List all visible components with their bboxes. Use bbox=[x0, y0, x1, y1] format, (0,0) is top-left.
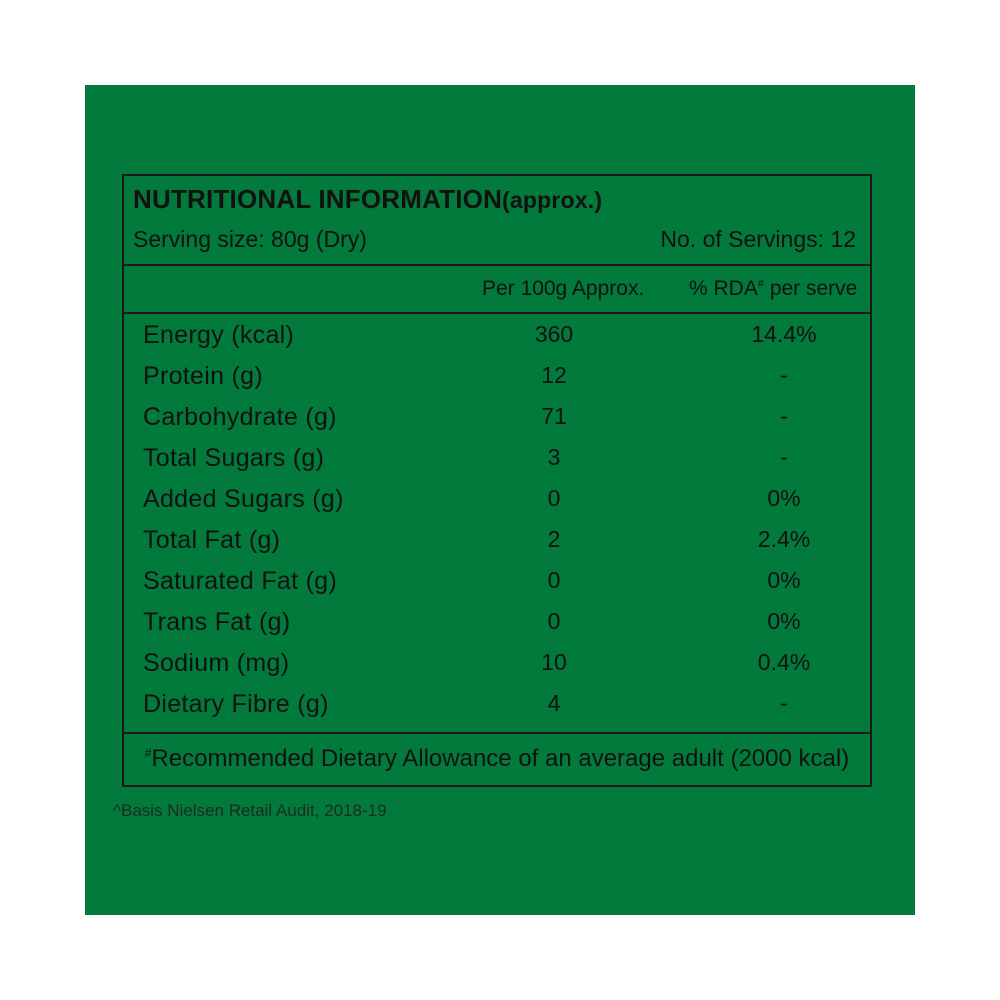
nutrient-name: Protein (g) bbox=[143, 362, 264, 390]
nutrient-row: Total Fat (g) 2 2.4% bbox=[124, 522, 870, 563]
nutrient-row: Added Sugars (g) 0 0% bbox=[124, 481, 870, 522]
table-title: NUTRITIONAL INFORMATION(approx.) bbox=[133, 184, 602, 215]
rda-footnote: #Recommended Dietary Allowance of an ave… bbox=[124, 745, 870, 773]
nutrient-name: Energy (kcal) bbox=[143, 321, 295, 349]
servings-count: No. of Servings: 12 bbox=[660, 226, 856, 252]
nutrient-row: Energy (kcal) 360 14.4% bbox=[124, 317, 870, 358]
nutrient-rda: - bbox=[780, 690, 788, 716]
divider-footnote bbox=[124, 732, 870, 734]
nutrition-table: NUTRITIONAL INFORMATION(approx.) Serving… bbox=[122, 174, 872, 787]
nutrient-rda: 0% bbox=[767, 608, 801, 634]
nutrient-rda: 2.4% bbox=[757, 526, 811, 552]
column-header-per-100g: Per 100g Approx. bbox=[482, 277, 645, 300]
nutrient-row: Protein (g) 12 - bbox=[124, 358, 870, 399]
nutrient-name: Total Sugars (g) bbox=[143, 444, 325, 472]
nutrient-name: Added Sugars (g) bbox=[143, 485, 344, 513]
nutrient-amount: 4 bbox=[547, 690, 561, 716]
nutrient-amount: 10 bbox=[541, 649, 567, 675]
nutrient-name: Saturated Fat (g) bbox=[143, 567, 338, 595]
rda-prefix: % RDA bbox=[689, 277, 758, 300]
nutrient-amount: 0 bbox=[547, 485, 561, 511]
nutrient-name: Sodium (mg) bbox=[143, 649, 290, 677]
divider-header bbox=[124, 264, 870, 266]
nutrient-amount: 0 bbox=[547, 567, 561, 593]
column-header-rda: % RDA# per serve bbox=[689, 277, 857, 301]
footnote-mark: # bbox=[144, 746, 152, 760]
label-panel: NUTRITIONAL INFORMATION(approx.) Serving… bbox=[85, 85, 915, 915]
nutrient-rda: 14.4% bbox=[751, 321, 817, 347]
divider-columns bbox=[124, 312, 870, 314]
nutrient-amount: 12 bbox=[541, 362, 567, 388]
nutrient-name: Total Fat (g) bbox=[143, 526, 281, 554]
nutrient-rda: 0% bbox=[767, 485, 801, 511]
nutrient-rda: - bbox=[780, 444, 788, 470]
nutrient-rda: - bbox=[780, 362, 788, 388]
title-suffix: (approx.) bbox=[502, 187, 603, 213]
nutrient-row: Sodium (mg) 10 0.4% bbox=[124, 645, 870, 686]
nutrient-amount: 3 bbox=[547, 444, 561, 470]
nutrient-row: Saturated Fat (g) 0 0% bbox=[124, 563, 870, 604]
nutrient-name: Trans Fat (g) bbox=[143, 608, 291, 636]
nutrient-amount: 0 bbox=[547, 608, 561, 634]
rda-suffix: per serve bbox=[763, 277, 858, 300]
nutrient-name: Dietary Fibre (g) bbox=[143, 690, 329, 718]
nutrient-amount: 71 bbox=[541, 403, 567, 429]
nutrient-row: Dietary Fibre (g) 4 - bbox=[124, 686, 870, 727]
nutrient-rda: 0.4% bbox=[757, 649, 811, 675]
nutrient-row: Total Sugars (g) 3 - bbox=[124, 440, 870, 481]
nutrient-row: Carbohydrate (g) 71 - bbox=[124, 399, 870, 440]
title-main: NUTRITIONAL INFORMATION bbox=[133, 184, 503, 214]
nutrient-row: Trans Fat (g) 0 0% bbox=[124, 604, 870, 645]
nutrient-rows: Energy (kcal) 360 14.4% Protein (g) 12 - Car… bbox=[124, 317, 870, 727]
nutrient-amount: 360 bbox=[534, 321, 574, 347]
basis-footnote: ^Basis Nielsen Retail Audit, 2018-19 bbox=[113, 801, 387, 820]
footnote-text: Recommended Dietary Allowance of an aver… bbox=[151, 745, 850, 772]
nutrient-rda: 0% bbox=[767, 567, 801, 593]
nutrient-name: Carbohydrate (g) bbox=[143, 403, 337, 431]
nutrient-amount: 2 bbox=[547, 526, 561, 552]
nutrient-rda: - bbox=[780, 403, 788, 429]
serving-size: Serving size: 80g (Dry) bbox=[133, 226, 367, 252]
rda-mark: # bbox=[757, 278, 764, 290]
